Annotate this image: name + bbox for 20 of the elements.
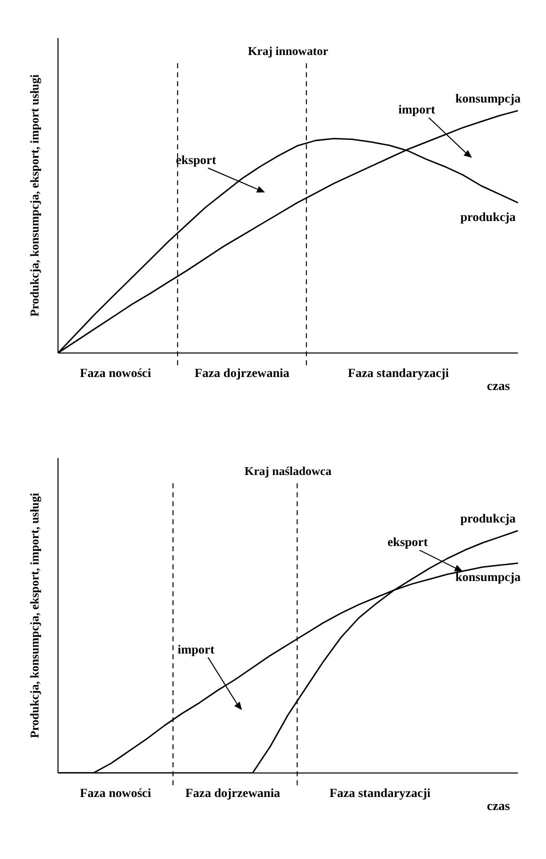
text: Faza dojrzewania (185, 786, 281, 800)
text: Faza standaryzacji (329, 786, 432, 800)
annotation: eksport (176, 153, 217, 167)
text: Faza dojrzewania (194, 366, 290, 380)
legend-label: konsumpcja (455, 570, 522, 584)
chart-title: Kraj naśladowca (244, 464, 332, 479)
annotation: import (178, 642, 216, 656)
series-label: konsumpcja (455, 92, 522, 106)
annotation: import (398, 102, 436, 117)
series-label: produkcja (460, 512, 516, 526)
text: Faza nowości (80, 366, 152, 380)
series-label: produkcja (460, 210, 516, 224)
annotation: eksport (387, 535, 429, 550)
y-axis-title: Produkcja, konsumpcja, eksport, import usługi (27, 74, 42, 317)
y-axis-title: Produkcja, konsumpcja, eksport, import, usługi (27, 492, 42, 738)
x-axis-title: czas (486, 798, 510, 813)
x-axis-title: czas (486, 378, 510, 393)
chart-title: Kraj innowator (246, 44, 330, 59)
text: Faza standaryzacji (348, 366, 450, 380)
text: Faza nowości (80, 786, 152, 800)
